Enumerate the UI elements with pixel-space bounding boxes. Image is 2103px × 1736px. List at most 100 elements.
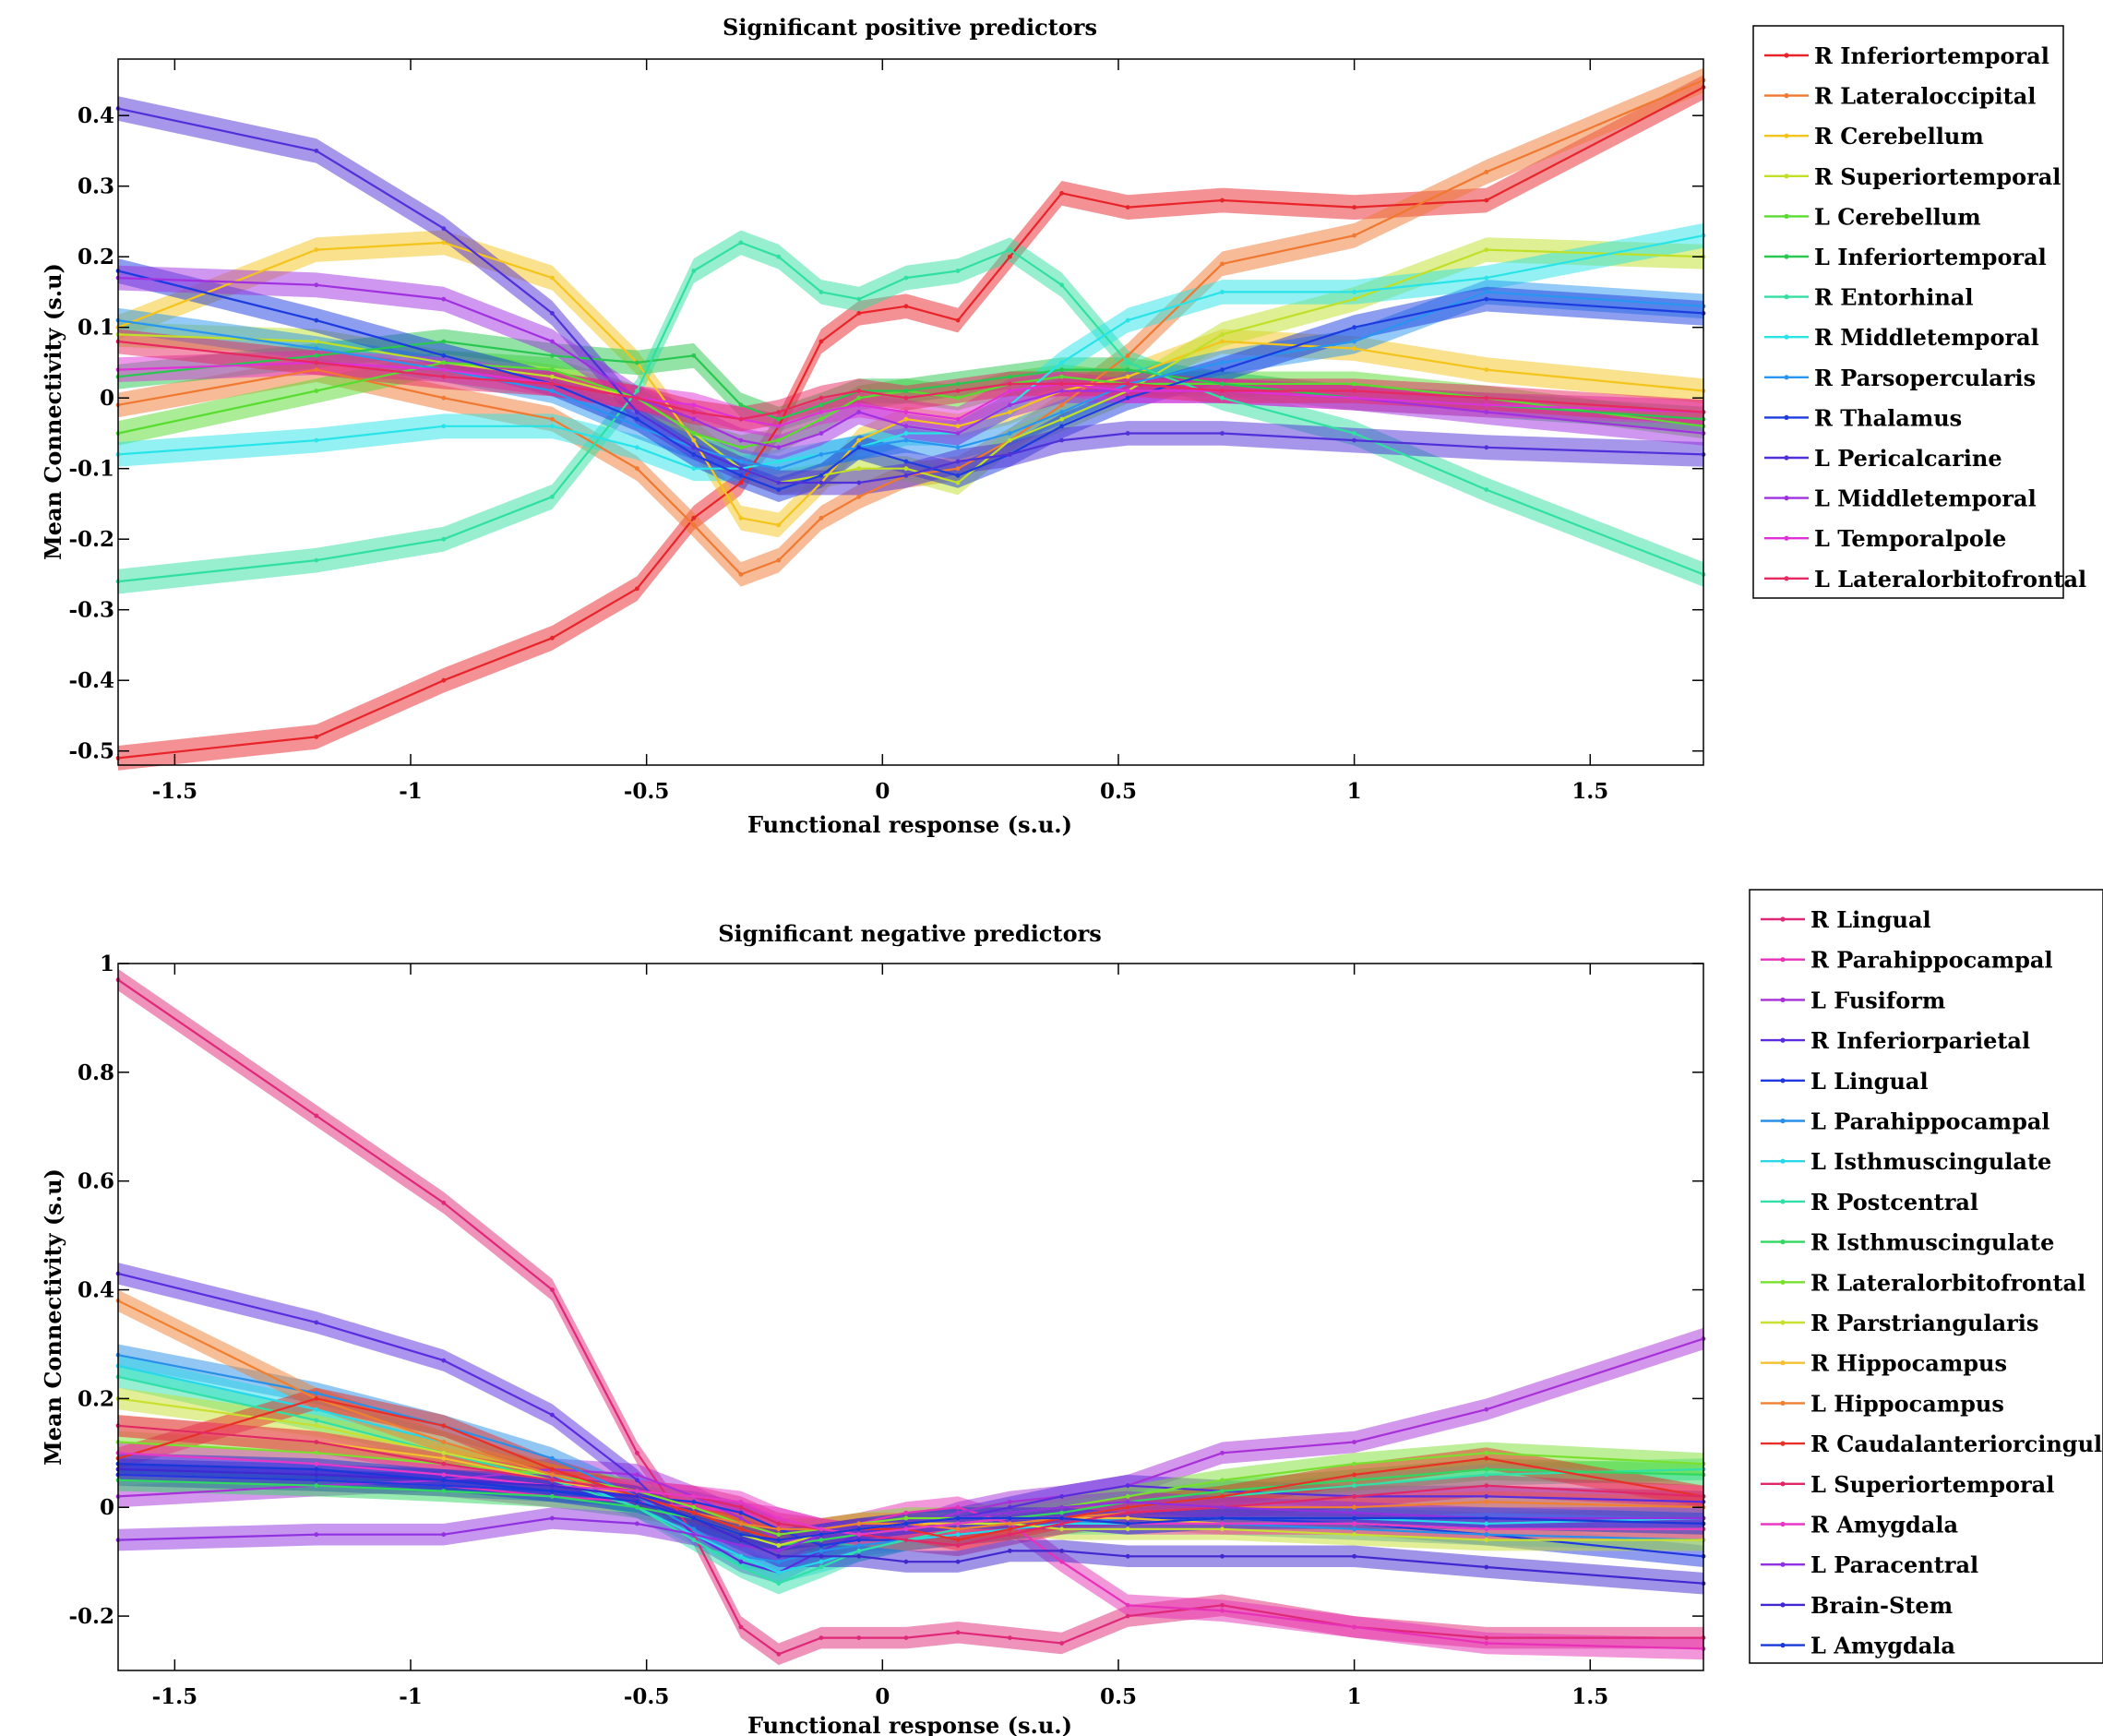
data-point xyxy=(1220,339,1225,344)
legend-marker xyxy=(1784,455,1789,461)
data-point xyxy=(1352,296,1356,302)
data-point xyxy=(818,290,824,294)
data-point xyxy=(738,480,744,485)
data-point xyxy=(550,1287,555,1292)
data-point xyxy=(818,431,824,436)
legend-marker xyxy=(1780,1643,1786,1648)
y-axis-label: Mean Connectivity (s.u) xyxy=(40,1168,66,1466)
data-point xyxy=(691,416,697,422)
data-point xyxy=(550,416,555,422)
x-tick-label: -1 xyxy=(399,779,423,804)
data-point xyxy=(314,247,319,252)
plot-area xyxy=(117,58,1704,766)
x-tick-label: 0 xyxy=(875,1684,890,1709)
data-point xyxy=(1008,381,1012,387)
data-point xyxy=(1484,1494,1489,1499)
data-point xyxy=(818,480,824,485)
data-point xyxy=(903,389,909,393)
data-point xyxy=(955,416,961,422)
data-point xyxy=(1352,1532,1356,1538)
data-point xyxy=(1125,1483,1130,1489)
data-point xyxy=(776,254,782,259)
data-point xyxy=(635,1472,639,1478)
data-point xyxy=(738,1543,744,1548)
data-point xyxy=(856,311,862,316)
data-point xyxy=(738,1559,744,1564)
legend-label: R Lateraloccipital xyxy=(1814,83,2036,110)
data-point xyxy=(818,402,824,408)
data-point xyxy=(691,353,697,358)
data-point xyxy=(1220,395,1225,401)
data-point xyxy=(441,367,447,372)
data-point xyxy=(441,1358,447,1363)
data-point xyxy=(738,445,744,450)
series-band xyxy=(118,1431,1703,1546)
data-point xyxy=(1059,410,1064,414)
data-point xyxy=(903,1510,909,1515)
data-point xyxy=(1220,381,1225,387)
legend-label: L Hippocampus xyxy=(1810,1390,2004,1417)
data-point xyxy=(441,1472,447,1478)
legend-marker xyxy=(1780,1239,1786,1245)
data-point xyxy=(441,1455,447,1461)
data-point xyxy=(1352,325,1356,330)
legend-label: L Lateralorbitofrontal xyxy=(1814,566,2086,593)
data-point xyxy=(955,1532,961,1538)
legend-label: R Middletemporal xyxy=(1814,324,2039,351)
data-point xyxy=(1484,1499,1489,1504)
data-point xyxy=(314,1450,319,1455)
data-point xyxy=(738,1538,744,1542)
legend-marker xyxy=(1780,1199,1786,1204)
legend: R Lingual R Parahippocampal L Fusiform R In… xyxy=(1761,906,2103,1659)
data-point xyxy=(635,1504,639,1510)
data-point xyxy=(441,677,447,683)
data-point xyxy=(691,1515,697,1521)
data-point xyxy=(1125,1504,1130,1510)
data-point xyxy=(635,1478,639,1483)
data-point xyxy=(550,494,555,499)
data-point xyxy=(955,466,961,472)
data-point xyxy=(1484,247,1489,252)
series-band xyxy=(118,222,1703,482)
data-point xyxy=(691,1526,697,1532)
legend-marker xyxy=(1784,414,1789,420)
data-point xyxy=(1125,317,1130,323)
data-point xyxy=(691,466,697,472)
data-point xyxy=(314,437,319,443)
data-point xyxy=(1059,389,1064,393)
data-point xyxy=(1484,1532,1489,1538)
data-point xyxy=(955,1526,961,1532)
data-point xyxy=(441,1532,447,1538)
data-point xyxy=(903,437,909,443)
data-point xyxy=(738,437,744,443)
data-point xyxy=(550,1515,555,1521)
data-point xyxy=(314,339,319,344)
data-point xyxy=(1484,1407,1489,1412)
legend-label: L Lingual xyxy=(1810,1068,1929,1095)
data-point xyxy=(691,1499,697,1504)
legend-marker xyxy=(1780,916,1786,922)
chart-title: Significant positive predictors xyxy=(723,14,1097,41)
x-tick-label: -0.5 xyxy=(624,779,670,804)
data-point xyxy=(314,1391,319,1395)
data-point xyxy=(903,1538,909,1542)
data-point xyxy=(1059,1521,1064,1526)
legend-marker xyxy=(1780,957,1786,963)
data-point xyxy=(776,1651,782,1657)
data-point xyxy=(314,1407,319,1412)
data-point xyxy=(1220,1608,1225,1613)
y-tick-label: 0.2 xyxy=(78,1386,114,1411)
data-point xyxy=(1220,1553,1225,1559)
legend-marker xyxy=(1784,496,1789,501)
data-point xyxy=(955,1543,961,1548)
data-point xyxy=(856,410,862,414)
x-tick-label: -0.5 xyxy=(624,1684,670,1709)
data-point xyxy=(691,431,697,436)
data-point xyxy=(955,459,961,464)
data-point xyxy=(1008,374,1012,379)
legend-marker xyxy=(1784,93,1789,99)
y-tick-label: 0.4 xyxy=(78,103,114,128)
data-point xyxy=(1220,360,1225,365)
data-point xyxy=(818,1549,824,1553)
